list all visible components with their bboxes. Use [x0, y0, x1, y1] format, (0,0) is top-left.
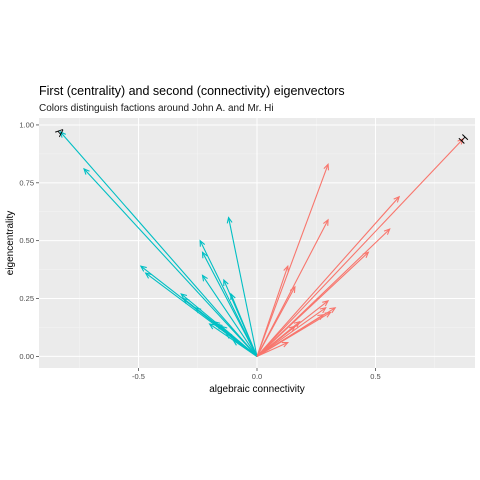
vector-arrow [201, 251, 258, 357]
vector-arrow [201, 274, 258, 357]
y-tick-label: 0.50 [19, 236, 34, 245]
chart-subtitle: Colors distinguish factions around John … [39, 103, 274, 114]
y-tick-label: 0.00 [19, 352, 34, 361]
y-axis-ticks: 0.00 0.25 0.50 0.75 1.00 [19, 120, 39, 361]
y-axis-title: eigencentrality [5, 211, 16, 275]
vector-arrow [83, 167, 258, 357]
vector-arrow [256, 137, 465, 357]
x-axis-ticks: -0.5 0.0 0.5 [132, 368, 381, 381]
y-tick-label: 1.00 [19, 120, 34, 129]
y-tick-label: 0.75 [19, 178, 34, 187]
x-tick-label: 0.0 [252, 372, 262, 381]
vector-arrows [59, 130, 465, 357]
vector-arrow [256, 341, 290, 357]
vector-arrow [256, 285, 296, 357]
vector-arrow [226, 216, 258, 357]
vector-arrow [256, 325, 296, 357]
chart-title: First (centrality) and second (connectiv… [39, 84, 345, 98]
vector-arrow [59, 130, 258, 357]
vector-arrow [256, 264, 289, 357]
vector-arrow [256, 314, 325, 357]
y-tick-label: 0.25 [19, 294, 34, 303]
vector-arrow [256, 195, 401, 357]
x-tick-label: -0.5 [132, 372, 145, 381]
x-axis-title: algebraic connectivity [209, 384, 305, 395]
vector-arrow [232, 339, 258, 357]
x-tick-label: 0.5 [370, 372, 380, 381]
vector-arrow [256, 307, 327, 357]
vector-arrow [230, 292, 258, 357]
vector-arrow [256, 163, 330, 357]
vector-arrow [256, 251, 370, 357]
